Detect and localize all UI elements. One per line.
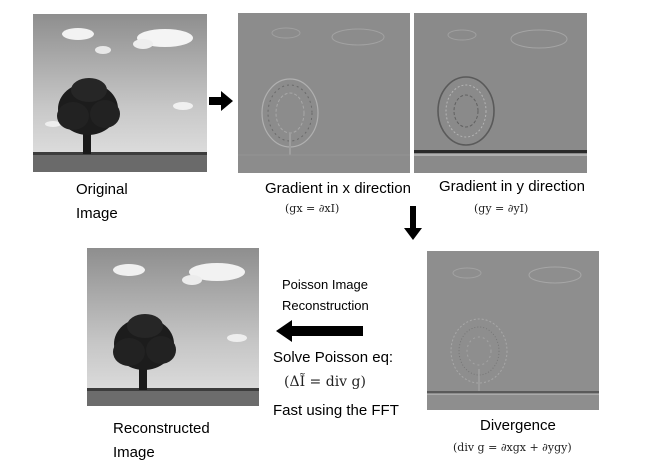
gradient-x-image — [238, 13, 410, 173]
gradient-y-equation: (gy = ∂yI) — [474, 202, 529, 215]
gradient-x-equation: (gx = ∂xI) — [285, 202, 340, 215]
gradient-y-image — [414, 13, 587, 173]
reconstructed-image — [87, 248, 259, 406]
solve-poisson-label: Solve Poisson eq: — [273, 349, 394, 366]
reconstructed-image-label: Reconstructed Image — [113, 420, 210, 461]
original-image — [33, 14, 207, 172]
fft-label: Fast using the FFT — [273, 402, 399, 419]
divergence-equation: (div g = ∂xgx + ∂ygy) — [453, 441, 572, 454]
gradient-y-label: Gradient in y direction — [439, 178, 585, 195]
original-image-label: Original Image — [76, 181, 128, 222]
gradient-x-label: Gradient in x direction — [265, 180, 411, 197]
poisson-title: Poisson Image Reconstruction — [282, 277, 369, 313]
divergence-image — [427, 251, 599, 410]
right-arrow-icon — [209, 91, 233, 111]
down-arrow-icon — [404, 206, 422, 240]
divergence-label: Divergence — [480, 417, 556, 434]
solve-poisson-equation: (ΔĨ = div g) — [284, 374, 366, 390]
left-arrow-icon — [276, 320, 363, 342]
